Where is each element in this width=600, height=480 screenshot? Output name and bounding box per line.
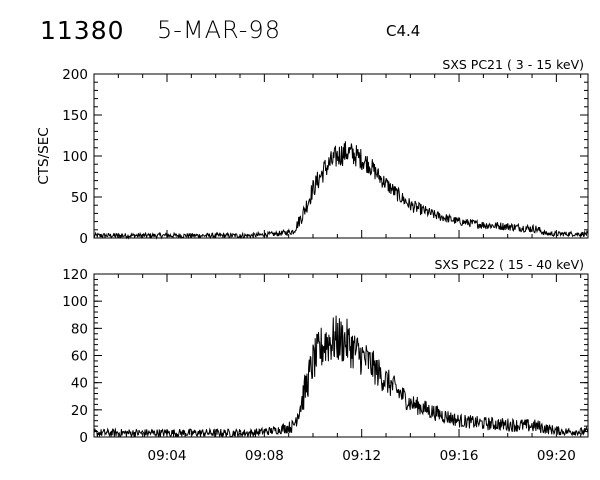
y-tick-label: 40	[71, 376, 88, 392]
y-tick-label: 200	[62, 67, 88, 83]
panel-title: SXS PC21 ( 3 - 15 keV)	[442, 57, 584, 72]
event-date: 5-MAR-98	[157, 16, 281, 44]
x-tick-label: 09:04	[148, 448, 187, 464]
x-tick-label: 09:20	[537, 448, 576, 464]
x-tick-label: 09:08	[245, 448, 284, 464]
panel-title: SXS PC22 ( 15 - 40 keV)	[434, 257, 584, 272]
y-tick-label: 0	[79, 430, 88, 446]
plot-frame	[93, 273, 589, 438]
x-tick-label: 09:12	[342, 448, 381, 464]
flare-class: C4.4	[386, 22, 421, 40]
y-tick-label: 100	[62, 149, 88, 165]
y-tick-label: 0	[79, 231, 88, 247]
y-tick-label: 50	[71, 190, 88, 206]
y-tick-label: 120	[62, 267, 88, 283]
series-line	[93, 141, 589, 240]
y-tick-label: 20	[71, 403, 88, 419]
event-id: 11380	[40, 16, 125, 45]
y-tick-label: 60	[71, 349, 88, 365]
y-tick-label: 100	[62, 294, 88, 310]
y-tick-label: 80	[71, 321, 88, 337]
series-line	[93, 315, 589, 439]
y-axis-label: CTS/SEC	[36, 127, 52, 184]
x-tick-label: 09:16	[440, 448, 479, 464]
y-tick-label: 150	[62, 108, 88, 124]
